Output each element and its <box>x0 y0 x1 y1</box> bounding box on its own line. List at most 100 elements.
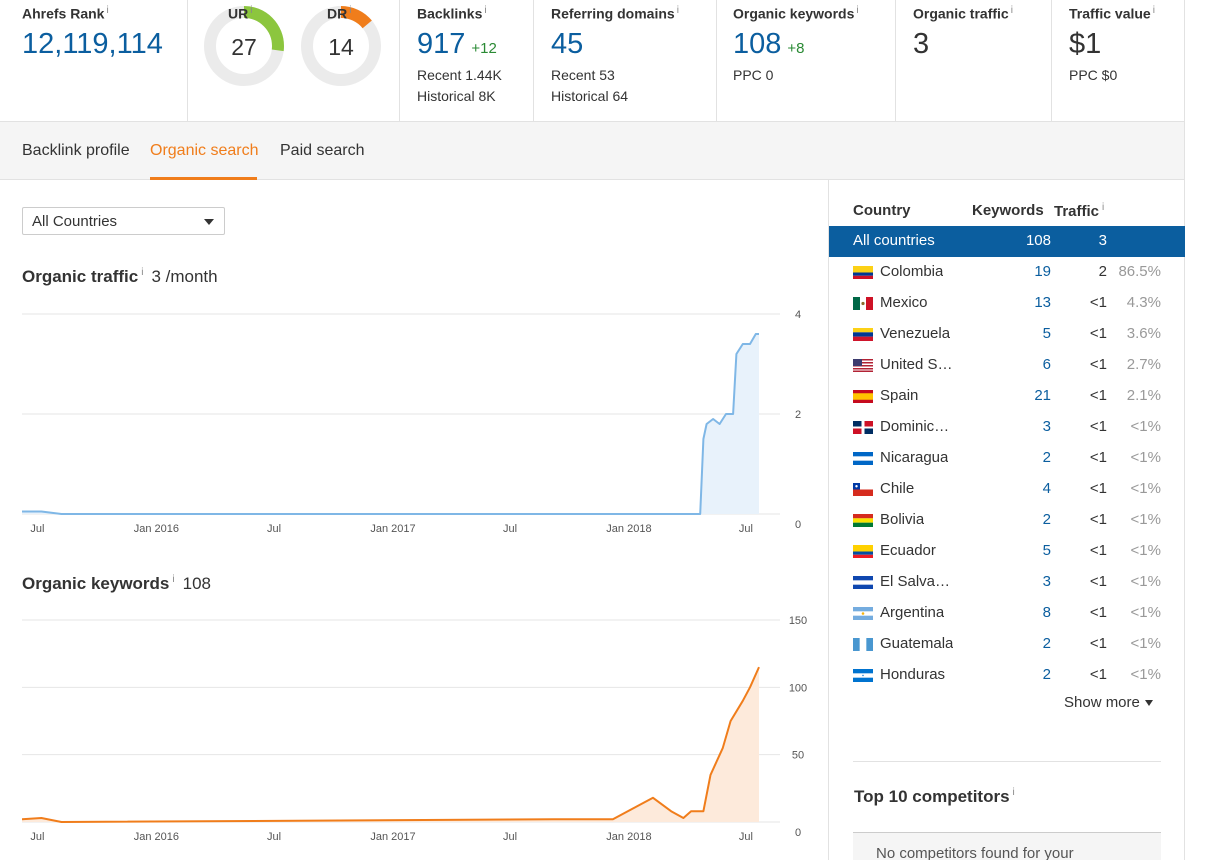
country-row[interactable]: Argentina 8 <1 <1% <box>829 598 1185 629</box>
organic-keywords-value[interactable]: 108 <box>733 28 782 60</box>
country-row[interactable]: Honduras 2 <1 <1% <box>829 660 1185 691</box>
country-name[interactable]: Argentina <box>880 604 945 621</box>
country-row[interactable]: Bolivia 2 <1 <1% <box>829 505 1185 536</box>
country-keywords[interactable]: 6 <box>1042 356 1051 373</box>
referring-domains-metric: Referring domains i 45 Recent 53 Historic… <box>551 0 716 122</box>
flag-ec-icon <box>853 545 873 558</box>
country-name[interactable]: Ecuador <box>880 542 936 559</box>
info-icon[interactable]: i <box>349 5 352 16</box>
traffic-column-header[interactable]: Traffic <box>1054 203 1100 220</box>
country-keywords[interactable]: 8 <box>1042 604 1051 621</box>
info-icon[interactable]: i <box>1012 787 1015 799</box>
tab-paid-search[interactable]: Paid search <box>280 142 365 159</box>
info-icon[interactable]: i <box>106 5 109 16</box>
country-traffic: <1 <box>1089 573 1107 590</box>
y-tick-label: 0 <box>795 519 801 531</box>
country-name[interactable]: Bolivia <box>880 511 925 528</box>
metrics-bar: Ahrefs Rank i 12,119,114 UR i 27 DR i 14 Ba… <box>0 0 1184 122</box>
country-row[interactable]: United S… 6 <1 2.7% <box>829 350 1185 381</box>
info-icon[interactable]: i <box>856 5 859 16</box>
series-line[interactable] <box>22 666 760 823</box>
country-keywords[interactable]: 21 <box>1034 387 1051 404</box>
country-name[interactable]: Chile <box>880 480 915 497</box>
country-name[interactable]: El Salva… <box>880 573 951 590</box>
divider <box>716 0 717 122</box>
country-row[interactable]: Chile 4 <1 <1% <box>829 474 1185 505</box>
backlinks-value[interactable]: 917 <box>417 28 466 60</box>
divider <box>895 0 896 122</box>
y-tick-label: 0 <box>795 827 801 839</box>
ur-value: 27 <box>231 34 257 60</box>
country-name[interactable]: Guatemala <box>880 635 954 652</box>
organic-keywords-count: 108 <box>182 574 211 593</box>
country-select-value: All Countries <box>32 213 118 230</box>
info-icon[interactable]: i <box>1152 5 1155 16</box>
country-keywords[interactable]: 5 <box>1042 542 1051 559</box>
organic-traffic-metric: Organic traffic i 3 <box>913 0 1048 122</box>
flag-co-icon <box>853 266 873 279</box>
country-name[interactable]: Honduras <box>880 666 946 683</box>
tab-organic-search[interactable]: Organic search <box>150 142 259 159</box>
info-icon[interactable]: i <box>1010 5 1013 16</box>
country-traffic-share: 2.1% <box>1126 387 1161 404</box>
show-more-button[interactable]: Show more <box>1064 694 1153 711</box>
country-keywords[interactable]: 19 <box>1034 263 1051 280</box>
organic-traffic-value[interactable]: 3 <box>913 28 930 60</box>
ur-gauge[interactable]: UR i 27 <box>203 5 285 87</box>
info-icon[interactable]: i <box>1102 202 1105 213</box>
country-keywords[interactable]: 2 <box>1042 449 1051 466</box>
organic-keywords-title: Organic keywords <box>22 574 170 593</box>
series-line[interactable] <box>22 333 759 515</box>
flag-hn-icon <box>853 669 873 682</box>
tab-backlink-profile[interactable]: Backlink profile <box>22 142 130 159</box>
country-keywords[interactable]: 108 <box>1025 232 1051 249</box>
country-row[interactable]: Ecuador 5 <1 <1% <box>829 536 1185 567</box>
organic-traffic-heading: Organic traffic i 3 /month <box>22 267 218 287</box>
country-keywords[interactable]: 5 <box>1042 325 1051 342</box>
country-keywords[interactable]: 4 <box>1042 480 1051 497</box>
country-keywords[interactable]: 13 <box>1034 294 1051 311</box>
country-name[interactable]: Colombia <box>880 263 944 280</box>
country-keywords[interactable]: 3 <box>1042 418 1051 435</box>
x-tick-label: Jul <box>503 831 517 843</box>
country-row[interactable]: Colombia 19 2 86.5% <box>829 257 1185 288</box>
country-name[interactable]: Spain <box>880 387 919 404</box>
ahrefs-rank-value[interactable]: 12,119,114 <box>22 28 163 60</box>
country-name[interactable]: Mexico <box>880 294 928 311</box>
info-icon[interactable]: i <box>172 574 175 586</box>
info-icon[interactable]: i <box>250 5 253 16</box>
organic-keywords-chart[interactable]: 150 100 50 0 Jul Jan 2016 Jul Jan 2017 Jul Jan 20… <box>22 610 812 854</box>
country-traffic-share: 86.5% <box>1118 263 1161 280</box>
organic-traffic-monthly: 3 /month <box>151 267 218 286</box>
country-name[interactable]: Venezuela <box>880 325 951 342</box>
flag-us-icon <box>853 359 873 372</box>
show-more-label: Show more <box>1064 694 1140 711</box>
country-row[interactable]: El Salva… 3 <1 <1% <box>829 567 1185 598</box>
referring-domains-value[interactable]: 45 <box>551 28 584 60</box>
country-row-all[interactable]: All countries 108 3 <box>829 226 1185 257</box>
country-row[interactable]: Spain 21 <1 2.1% <box>829 381 1185 412</box>
info-icon[interactable]: i <box>141 267 144 279</box>
country-name[interactable]: Nicaragua <box>880 449 949 466</box>
country-name[interactable]: All countries <box>853 232 935 249</box>
country-name[interactable]: Dominic… <box>880 418 950 435</box>
country-select[interactable]: All Countries <box>22 207 225 235</box>
country-keywords[interactable]: 2 <box>1042 666 1051 683</box>
country-keywords[interactable]: 2 <box>1042 635 1051 652</box>
info-icon[interactable]: i <box>484 5 487 16</box>
country-row[interactable]: Nicaragua 2 <1 <1% <box>829 443 1185 474</box>
country-column-header[interactable]: Country <box>853 202 911 219</box>
country-name[interactable]: United S… <box>880 356 953 373</box>
country-keywords[interactable]: 2 <box>1042 511 1051 528</box>
country-row[interactable]: Dominic… 3 <1 <1% <box>829 412 1185 443</box>
keywords-column-header[interactable]: Keywords <box>972 202 1044 219</box>
country-row[interactable]: Mexico 13 <1 4.3% <box>829 288 1185 319</box>
country-row[interactable]: Guatemala 2 <1 <1% <box>829 629 1185 660</box>
info-icon[interactable]: i <box>676 5 679 16</box>
country-row[interactable]: Venezuela 5 <1 3.6% <box>829 319 1185 350</box>
dr-gauge[interactable]: DR i 14 <box>300 5 382 87</box>
country-keywords[interactable]: 3 <box>1042 573 1051 590</box>
flag-mx-icon <box>853 297 873 310</box>
organic-traffic-chart[interactable]: 4 2 0 Jul Jan 2016 Jul Jan 2017 Jul Jan 2018 Jul <box>22 304 812 546</box>
country-traffic-share: 2.7% <box>1126 356 1161 373</box>
